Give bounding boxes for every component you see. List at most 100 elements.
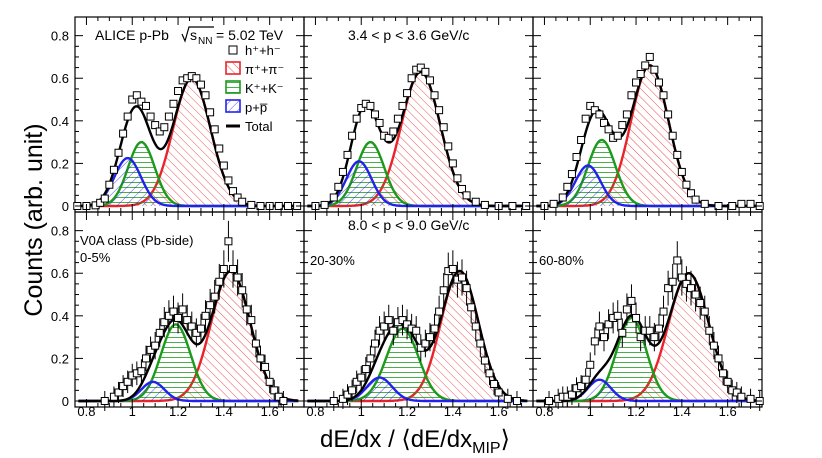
data-point	[586, 360, 595, 369]
data-point	[480, 200, 489, 209]
data-point	[430, 324, 439, 333]
data-point	[219, 161, 228, 170]
data-point	[590, 106, 599, 115]
data-point	[389, 127, 398, 136]
data-point	[590, 337, 599, 346]
data-point	[476, 339, 485, 348]
data-point	[467, 303, 476, 312]
x-axis-label-main: dE/dx / ⟨dE/dx	[320, 426, 472, 453]
x-tick-label: 1.2	[398, 404, 416, 419]
data-point	[192, 328, 201, 337]
data-point	[196, 80, 205, 89]
data-point	[174, 87, 183, 96]
data-point	[393, 114, 402, 123]
data-point	[458, 184, 467, 193]
data-point	[577, 382, 586, 391]
data-point	[563, 182, 572, 191]
data-point	[352, 377, 361, 386]
data-point	[677, 167, 686, 176]
data-point	[366, 101, 375, 110]
data-point	[448, 264, 457, 273]
data-point	[595, 322, 604, 331]
data-point	[256, 354, 265, 363]
data-point	[641, 61, 650, 70]
data-point	[705, 326, 714, 335]
data-point	[247, 316, 256, 325]
data-point	[618, 121, 627, 130]
data-point	[338, 394, 347, 403]
data-point	[375, 326, 384, 335]
data-point	[512, 397, 521, 405]
data-point	[485, 369, 494, 378]
data-point	[261, 362, 270, 371]
data-point	[174, 313, 183, 322]
data-point	[238, 286, 247, 295]
data-point	[100, 194, 109, 203]
data-point	[732, 388, 741, 397]
data-point	[572, 153, 581, 162]
data-point	[178, 305, 187, 314]
data-point	[109, 392, 118, 401]
legend-entry: π⁺+π⁻	[225, 61, 284, 77]
data-point	[329, 193, 338, 202]
data-point	[114, 388, 123, 397]
panel-2	[303, 16, 534, 213]
data-point	[490, 379, 499, 388]
data-point	[361, 365, 370, 374]
data-point	[343, 390, 352, 399]
legend-label: p+p̅	[245, 100, 268, 115]
data-point	[746, 394, 755, 403]
data-point	[215, 144, 224, 153]
data-point	[169, 99, 178, 108]
data-point	[567, 170, 576, 179]
data-point	[338, 167, 347, 176]
legend-swatch	[225, 80, 241, 94]
data-point	[403, 89, 412, 98]
data-point	[100, 397, 109, 405]
data-point	[187, 322, 196, 331]
legend: h⁺+h⁻ π⁺+π⁻ K⁺+K⁻ p+p̅ Total	[225, 43, 284, 134]
data-point	[352, 114, 361, 123]
data-point	[471, 322, 480, 331]
data-point	[668, 131, 677, 140]
data-point	[233, 273, 242, 282]
sqrt-sign	[181, 26, 214, 43]
x-tick-label: 0.8	[77, 404, 95, 419]
data-point	[682, 279, 691, 288]
data-point	[650, 333, 659, 342]
data-point	[256, 202, 265, 210]
data-point	[247, 200, 256, 209]
centrality-label: 0-5%	[80, 250, 111, 265]
data-point	[160, 123, 169, 132]
data-point	[719, 369, 728, 378]
y-tick-label: 0.2	[51, 156, 69, 171]
proton-hatch-area	[536, 165, 757, 206]
x-tick-label: 1.4	[673, 404, 691, 419]
data-point	[687, 189, 696, 198]
panel-3	[532, 16, 764, 213]
x-tick-label: 1	[129, 404, 136, 419]
data-point	[654, 78, 663, 87]
data-point	[664, 284, 673, 293]
data-point	[155, 328, 164, 337]
data-point	[224, 237, 233, 246]
data-point	[233, 193, 242, 202]
y-tick-label: 0	[62, 394, 69, 409]
data-point	[132, 91, 141, 100]
data-point	[123, 112, 132, 121]
data-point	[283, 202, 292, 210]
kaon-hatch-area	[307, 328, 528, 401]
data-point	[96, 198, 105, 207]
data-point	[274, 202, 283, 210]
data-point	[636, 333, 645, 342]
y-axis-label: Counts (arb. unit)	[20, 123, 48, 316]
data-point	[201, 91, 210, 100]
experiment-label: ALICE p-Pb	[95, 27, 169, 43]
data-point	[421, 339, 430, 348]
pion-hatch-area	[307, 71, 528, 207]
data-point	[622, 305, 631, 314]
data-point	[164, 112, 173, 121]
y-tick-label: 0.8	[51, 29, 69, 44]
data-point	[219, 264, 228, 273]
